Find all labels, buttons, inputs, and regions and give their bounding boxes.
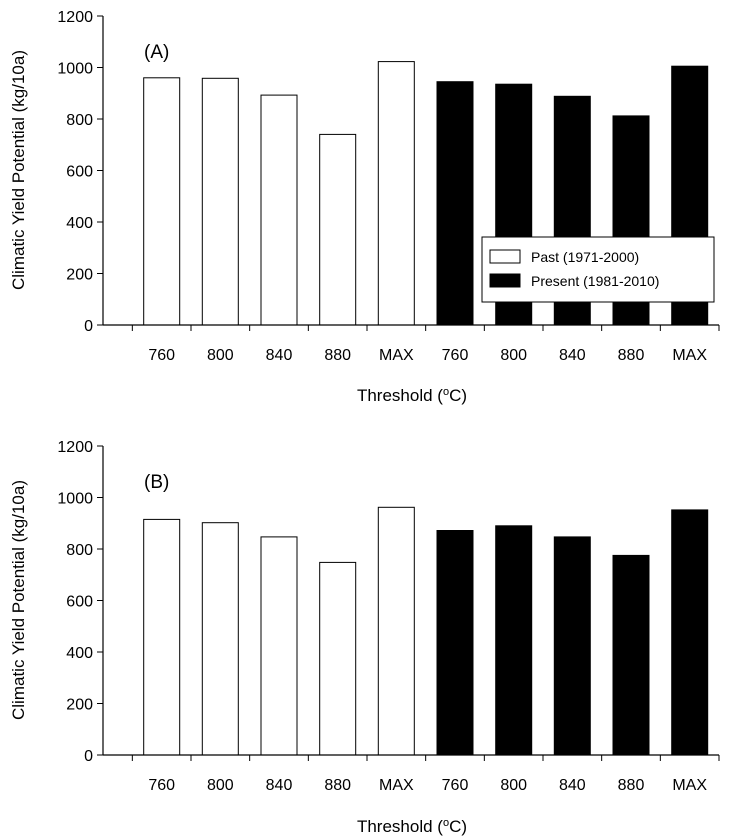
panel-label-b: (B) — [144, 472, 169, 493]
x-tick-label: MAX — [672, 777, 707, 794]
legend-swatch-present — [489, 273, 521, 288]
bar-present-760 — [436, 81, 474, 326]
bar-present-max — [671, 509, 709, 756]
bar-past-880 — [319, 561, 357, 756]
legend-box — [481, 236, 715, 303]
legend-swatch-past — [489, 249, 521, 264]
x-tick-label: MAX — [379, 777, 414, 794]
bar-past-760 — [143, 518, 181, 756]
x-tick-label: MAX — [379, 347, 414, 364]
y-tick-label: 1200 — [57, 9, 93, 26]
bar-past-840 — [260, 536, 298, 756]
bar-past-max — [377, 506, 415, 756]
x-tick-label: 880 — [618, 777, 645, 794]
tick-labels-a: 0 200 400 600 800 1000 1200 760 800 840 880 MAX 760 8… — [57, 9, 707, 364]
legend-label-past: Past (1971-2000) — [531, 249, 639, 265]
axes-a — [97, 15, 720, 331]
y-tick-label: 800 — [66, 542, 93, 559]
chart-panel-b: 0 200 400 600 800 1000 1200 760 800 840 880 MAX 760 8… — [9, 439, 720, 836]
x-axis-title-a: Threshold (oC) — [357, 386, 467, 405]
chart-panel-a: 0 200 400 600 800 1000 1200 760 800 840 880 MAX 760 8… — [9, 9, 720, 405]
tick-labels-b: 0 200 400 600 800 1000 1200 760 800 840 880 MAX 760 8… — [57, 439, 707, 794]
legend: Past (1971-2000) Present (1981-2010) — [481, 236, 715, 303]
x-tick-label: 840 — [266, 777, 293, 794]
y-tick-label: 400 — [66, 215, 93, 232]
y-tick-label: 200 — [66, 267, 93, 284]
x-tick-label: 840 — [266, 347, 293, 364]
legend-label-present: Present (1981-2010) — [531, 273, 659, 289]
bar-present-760 — [436, 530, 474, 756]
y-tick-label: 0 — [84, 318, 93, 335]
bar-present-800 — [495, 525, 533, 756]
y-tick-label: 800 — [66, 112, 93, 129]
y-axis-title-a: Climatic Yield Potential (kg/10a) — [9, 50, 28, 290]
y-tick-label: 1200 — [57, 439, 93, 456]
x-tick-label: 760 — [148, 347, 175, 364]
bar-past-840 — [260, 94, 298, 326]
x-tick-label: MAX — [672, 347, 707, 364]
y-tick-label: 1000 — [57, 61, 93, 78]
y-tick-label: 600 — [66, 164, 93, 181]
x-tick-label: 760 — [442, 347, 469, 364]
x-tick-label: 800 — [500, 777, 527, 794]
bar-present-840 — [553, 536, 591, 756]
bars-b — [143, 506, 709, 756]
y-tick-label: 400 — [66, 645, 93, 662]
bar-past-760 — [143, 77, 181, 326]
y-axis-title-b: Climatic Yield Potential (kg/10a) — [9, 480, 28, 720]
x-tick-label: 800 — [207, 777, 234, 794]
x-tick-label: 840 — [559, 777, 586, 794]
bar-past-800 — [201, 522, 239, 756]
y-tick-label: 600 — [66, 594, 93, 611]
bar-past-800 — [201, 77, 239, 326]
x-tick-label: 760 — [148, 777, 175, 794]
bar-past-880 — [319, 133, 357, 326]
axes-b — [97, 445, 720, 761]
x-tick-label: 800 — [500, 347, 527, 364]
x-tick-label: 880 — [618, 347, 645, 364]
x-tick-label: 840 — [559, 347, 586, 364]
x-tick-label: 880 — [324, 777, 351, 794]
y-tick-label: 200 — [66, 697, 93, 714]
bar-present-880 — [612, 554, 650, 756]
bar-past-max — [377, 61, 415, 326]
x-axis-title-b: Threshold (oC) — [357, 817, 467, 836]
x-tick-label: 760 — [442, 777, 469, 794]
x-tick-label: 800 — [207, 347, 234, 364]
panel-label-a: (A) — [144, 42, 169, 63]
y-tick-label: 0 — [84, 748, 93, 765]
y-tick-label: 1000 — [57, 491, 93, 508]
x-tick-label: 880 — [324, 347, 351, 364]
